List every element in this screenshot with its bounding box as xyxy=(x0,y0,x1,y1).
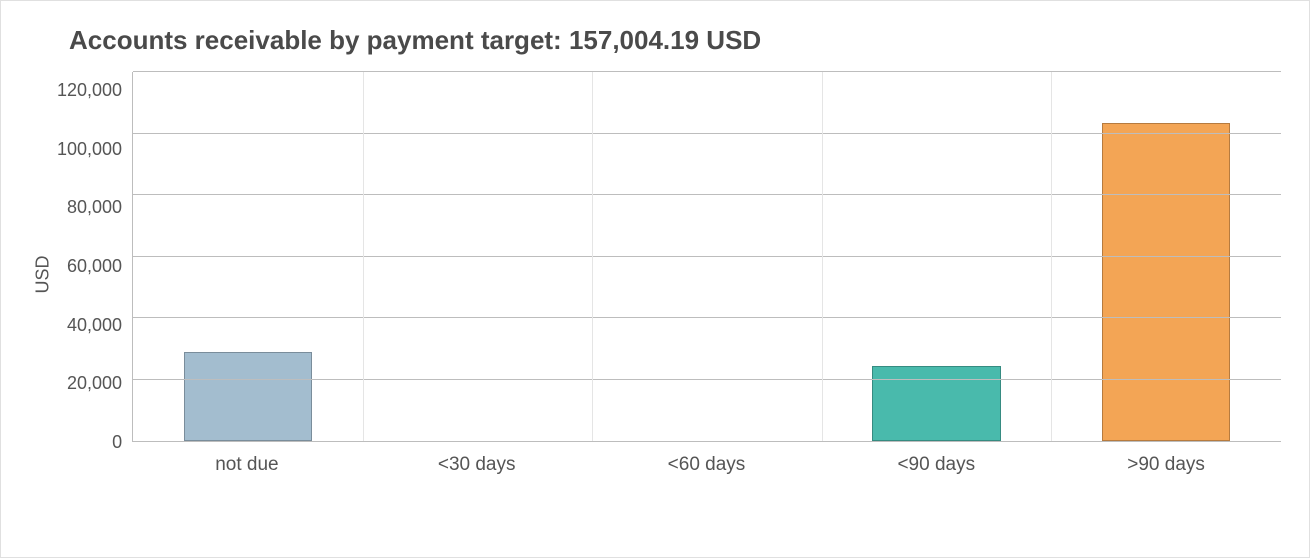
x-axis-spacer xyxy=(57,454,132,476)
chart-right: 120,000100,00080,00060,00040,00020,0000 … xyxy=(57,72,1281,476)
v-gridline xyxy=(592,72,593,441)
h-gridline xyxy=(133,317,1281,318)
y-tick-label: 0 xyxy=(112,433,122,451)
v-gridline xyxy=(822,72,823,441)
x-tick-label: >90 days xyxy=(1051,454,1281,476)
bar-slot xyxy=(1051,72,1281,441)
h-gridline xyxy=(133,256,1281,257)
chart-title: Accounts receivable by payment target: 1… xyxy=(69,25,1281,56)
plot-row: 120,000100,00080,00060,00040,00020,0000 xyxy=(57,72,1281,442)
y-tick-label: 20,000 xyxy=(67,374,122,392)
bar-slot xyxy=(133,72,363,441)
bar-slot xyxy=(592,72,822,441)
y-tick-label: 120,000 xyxy=(57,81,122,99)
h-gridline xyxy=(133,194,1281,195)
x-tick-label: <30 days xyxy=(362,454,592,476)
x-tick-label: <60 days xyxy=(592,454,822,476)
y-tick-label: 80,000 xyxy=(67,198,122,216)
bar xyxy=(872,366,1001,441)
bar-slot xyxy=(363,72,593,441)
v-gridline xyxy=(1051,72,1052,441)
chart-body: USD 120,000 100,000 80,000 60,000 40,000 20,0… xyxy=(29,72,1281,476)
y-tick-label: 100,000 xyxy=(57,140,122,158)
y-axis: 120,000100,00080,00060,00040,00020,0000 xyxy=(57,72,132,442)
y-tick-label: 60,000 xyxy=(67,257,122,275)
h-gridline xyxy=(133,379,1281,380)
plot-area xyxy=(132,72,1281,442)
y-axis-label: USD xyxy=(33,255,54,293)
x-tick-label: not due xyxy=(132,454,362,476)
y-tick-label: 40,000 xyxy=(67,316,122,334)
chart-card: Accounts receivable by payment target: 1… xyxy=(0,0,1310,558)
bar xyxy=(184,352,313,441)
bars-row xyxy=(133,72,1281,441)
v-gridline xyxy=(363,72,364,441)
bar-slot xyxy=(822,72,1052,441)
y-axis-label-wrap: USD xyxy=(29,72,57,476)
bar xyxy=(1102,123,1231,441)
h-gridline xyxy=(133,71,1281,72)
h-gridline xyxy=(133,133,1281,134)
x-axis: not due<30 days<60 days<90 days>90 days xyxy=(57,454,1281,476)
x-tick-label: <90 days xyxy=(821,454,1051,476)
